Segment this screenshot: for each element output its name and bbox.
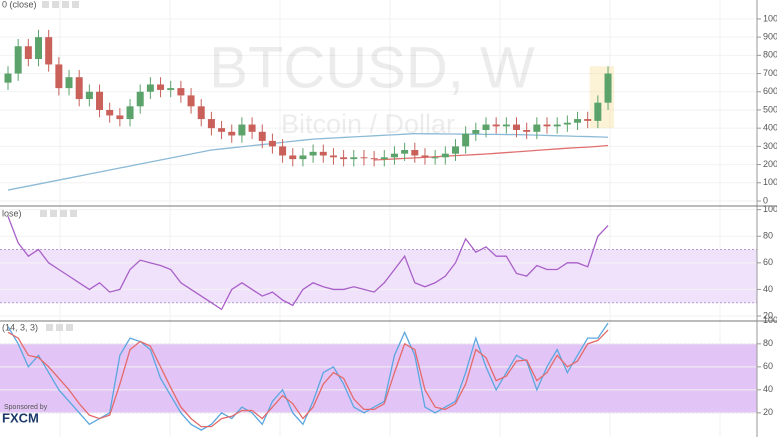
candle-body	[360, 157, 368, 159]
y-tick-label: 100	[763, 177, 777, 187]
indicator-label: (14, 3, 3)	[2, 322, 38, 332]
y-tick-label: 200	[763, 159, 777, 169]
candle-body	[309, 151, 317, 156]
candle-body	[340, 157, 348, 160]
y-tick-label: 20	[763, 310, 773, 320]
candle-body	[238, 124, 246, 136]
candle-body	[279, 146, 287, 156]
candle-body	[584, 119, 592, 121]
candle-body	[136, 91, 144, 107]
candle-body	[35, 37, 43, 59]
candle-body	[106, 109, 114, 116]
candle-body	[492, 124, 500, 127]
band	[0, 343, 757, 413]
candle-body	[75, 77, 83, 100]
series-line	[7, 329, 609, 428]
candle-body	[116, 115, 124, 120]
y-tick-label: 20	[763, 407, 773, 417]
candle-body	[177, 88, 185, 96]
candle-body	[523, 129, 531, 132]
candle-body	[462, 133, 470, 147]
y-tick-label: 80	[763, 338, 773, 348]
indicator-label: 0 (close)	[2, 0, 37, 9]
y-tick-label: 500	[763, 104, 777, 114]
candle-body	[411, 150, 419, 156]
candle-body	[502, 124, 510, 127]
candle-body	[65, 77, 73, 89]
y-tick-label: 600	[763, 86, 777, 96]
candle-body	[187, 95, 195, 107]
y-tick-label: 300	[763, 141, 777, 151]
y-tick-label: 700	[763, 68, 777, 78]
candle-body	[329, 155, 337, 158]
sponsor-label: Sponsored by	[4, 404, 48, 411]
candle-body	[197, 106, 205, 120]
y-tick-label: 40	[763, 284, 773, 294]
candle-body	[126, 106, 134, 120]
candle-body	[390, 153, 398, 158]
y-tick-label: 80	[763, 231, 773, 241]
y-tick-label: 60	[763, 361, 773, 371]
candle-body	[4, 73, 12, 83]
candle-body	[553, 124, 561, 127]
candle-body	[55, 64, 63, 89]
candle-body	[248, 124, 256, 132]
y-tick-label: 1000	[763, 13, 777, 23]
candle-body	[380, 157, 388, 160]
candle-body	[421, 155, 429, 158]
candle-body	[45, 37, 53, 65]
y-tick-label: 400	[763, 123, 777, 133]
candle-body	[146, 84, 154, 92]
candle-body	[370, 158, 378, 160]
candle-body	[14, 46, 22, 74]
candle-body	[431, 157, 439, 159]
candle-body	[157, 84, 165, 90]
candle-body	[319, 151, 327, 156]
candle-body	[228, 131, 236, 136]
candle-body	[350, 157, 358, 160]
candle-body	[268, 140, 276, 147]
candle-body	[574, 119, 582, 123]
candle-body	[543, 124, 551, 127]
candle-body	[604, 73, 612, 103]
candle-body	[401, 150, 409, 154]
candle-body	[594, 102, 602, 121]
candle-body	[218, 128, 226, 132]
candle-body	[96, 91, 104, 110]
candle-body	[482, 124, 490, 130]
series-line	[7, 216, 609, 311]
candle-body	[563, 122, 571, 125]
candle-body	[441, 153, 449, 158]
y-tick-label: 800	[763, 50, 777, 60]
watermark-sub: Bitcoin / Dollar	[281, 109, 455, 139]
y-tick-label: 40	[763, 384, 773, 394]
y-tick-label: 0	[763, 195, 768, 205]
candle-body	[513, 124, 520, 130]
candle-body	[24, 46, 32, 59]
band	[0, 249, 757, 303]
y-tick-label: 900	[763, 32, 777, 42]
candle-body	[451, 146, 459, 154]
candle-body	[167, 88, 175, 90]
candle-body	[258, 131, 266, 141]
candle-body	[299, 155, 307, 160]
indicator-icons	[40, 1, 79, 331]
y-tick-label: 100	[763, 204, 777, 214]
y-tick-label: 100	[763, 315, 777, 325]
candle-body	[472, 129, 480, 134]
candle-body	[207, 119, 215, 129]
watermark: BTCUSD, W	[209, 35, 535, 100]
candle-body	[533, 124, 541, 132]
series-line	[7, 132, 609, 191]
plot-layer: BTCUSD, W Bitcoin / Dollar	[0, 0, 757, 437]
y-tick-label: 60	[763, 257, 773, 267]
candle-body	[85, 91, 93, 100]
brand-label: FXCM	[2, 410, 39, 425]
indicator-label: lose)	[2, 208, 22, 218]
series-line	[374, 144, 609, 161]
candle-body	[289, 155, 297, 160]
